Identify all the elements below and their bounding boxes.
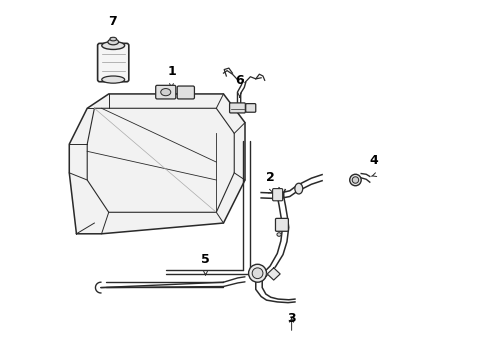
FancyBboxPatch shape [245, 104, 256, 112]
FancyBboxPatch shape [230, 103, 245, 113]
Text: 3: 3 [287, 312, 296, 325]
Ellipse shape [110, 37, 117, 41]
Text: 4: 4 [370, 154, 378, 167]
FancyBboxPatch shape [156, 85, 176, 99]
Ellipse shape [350, 174, 361, 186]
Text: 6: 6 [235, 74, 244, 87]
Ellipse shape [277, 233, 281, 236]
Ellipse shape [352, 177, 359, 183]
FancyBboxPatch shape [177, 86, 195, 99]
FancyBboxPatch shape [275, 219, 289, 231]
Text: 2: 2 [266, 171, 274, 184]
Ellipse shape [295, 183, 303, 194]
Text: 1: 1 [167, 65, 176, 78]
Polygon shape [69, 94, 245, 234]
Polygon shape [267, 268, 280, 280]
Ellipse shape [102, 41, 124, 49]
Ellipse shape [102, 76, 124, 83]
Text: 7: 7 [108, 15, 117, 28]
Ellipse shape [248, 264, 267, 282]
Ellipse shape [161, 89, 171, 96]
Ellipse shape [252, 268, 263, 279]
FancyBboxPatch shape [272, 189, 283, 201]
Text: 5: 5 [201, 253, 210, 266]
FancyBboxPatch shape [98, 43, 129, 82]
Ellipse shape [108, 39, 119, 45]
